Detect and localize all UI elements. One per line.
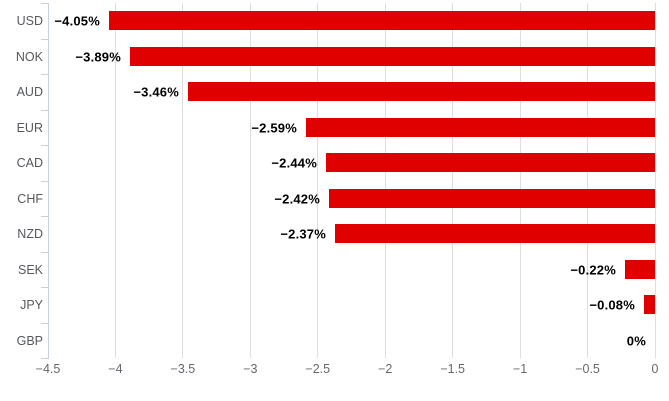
category-label-cad: CAD (16, 156, 43, 171)
bar-nok (130, 46, 655, 66)
bar-chf (329, 188, 655, 208)
bar-value-label: −4.05% (54, 13, 100, 29)
y-axis-tick (41, 74, 48, 75)
category-label-usd: USD (16, 14, 43, 29)
gridline (587, 3, 589, 358)
bar-value-label: −3.46% (133, 84, 179, 100)
x-axis-tick-label: −4 (108, 362, 123, 376)
bar-value-label: −2.59% (251, 120, 297, 136)
gridline (654, 3, 656, 358)
bar-value-label: −2.44% (271, 155, 317, 171)
y-axis-line (48, 3, 49, 359)
bar-aud (188, 82, 655, 102)
x-axis-tick-label: −0.5 (575, 362, 600, 376)
category-label-chf: CHF (17, 191, 43, 206)
x-axis-tick-label: −1.5 (440, 362, 465, 376)
gridline (452, 3, 454, 358)
y-axis-tick (41, 38, 48, 40)
category-label-sek: SEK (17, 262, 43, 277)
x-axis-tick-label: 0 (651, 362, 659, 376)
x-axis-tick-label: −3.5 (170, 362, 196, 376)
bar-sek (625, 259, 655, 279)
gridline (182, 3, 184, 358)
y-axis-tick (41, 251, 48, 253)
y-axis-tick (41, 180, 48, 182)
x-axis-tick-label: −2 (378, 362, 393, 376)
plot-area: −4.05% −3.89% −3.46% −2.59% −2.44% −2.42% −2.3… (41, 3, 656, 359)
x-axis-tick-label: −3 (243, 362, 258, 376)
bar-nzd (335, 224, 655, 244)
gridline (249, 3, 251, 358)
y-axis-tick (41, 322, 48, 324)
bar-cad (326, 153, 655, 173)
y-axis-tick (41, 358, 48, 359)
x-axis-tick-label: −2.5 (305, 362, 331, 376)
bar-value-label: −0.22% (570, 262, 616, 278)
bar-jpy (644, 295, 655, 315)
gridline (519, 3, 521, 358)
category-label-aud: AUD (16, 85, 43, 100)
category-label-nok: NOK (15, 49, 43, 64)
y-axis-tick (41, 216, 48, 217)
bar-eur (306, 117, 655, 137)
y-axis-tick (41, 145, 48, 146)
bar-value-label: −2.42% (274, 191, 320, 207)
bar-value-label: −3.89% (75, 49, 121, 65)
bar-value-label: 0% (626, 333, 646, 349)
bar-usd (109, 11, 655, 31)
category-label-jpy: JPY (20, 298, 43, 313)
category-label-nzd: NZD (17, 227, 43, 242)
category-label-eur: EUR (16, 120, 43, 135)
gridline (384, 3, 386, 358)
x-axis-tick-label: −4.5 (35, 362, 61, 376)
gridline (114, 3, 116, 358)
y-axis-tick (41, 109, 48, 111)
y-axis-tick (41, 3, 48, 4)
y-axis-tick (41, 287, 48, 288)
x-axis-tick-label: −1 (512, 362, 528, 376)
gridline (317, 3, 319, 358)
bar-value-label: −2.37% (280, 226, 326, 242)
category-label-gbp: GBP (16, 333, 43, 348)
bar-value-label: −0.08% (589, 297, 635, 313)
